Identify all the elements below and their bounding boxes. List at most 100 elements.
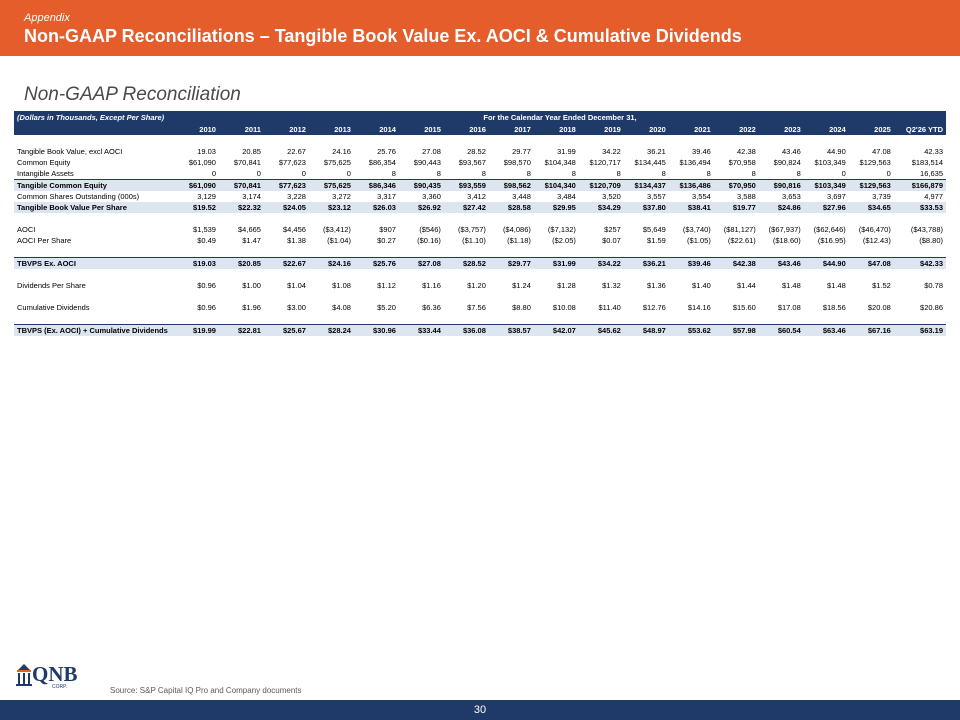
table-cell: $23.12	[308, 202, 354, 213]
table-cell: $34.29	[578, 202, 624, 213]
table-row: Common Equity $61,090 $70,841 $77,623 $75,62…	[14, 157, 946, 168]
table-cell: $134,437	[623, 179, 669, 191]
table-cell: 42.38	[737, 147, 756, 156]
table-cell: ($3,757)	[457, 225, 486, 234]
table-cell: $19.77	[713, 202, 759, 213]
table-cell: 3,557	[647, 192, 666, 201]
table-cell: $104,348	[544, 158, 576, 167]
table-cell: $22.32	[218, 202, 264, 213]
table-cell: ($81,127)	[723, 225, 756, 234]
table-cell: $103,349	[814, 158, 846, 167]
table-cell: $0.27	[377, 236, 396, 245]
table-cell: $1,539	[193, 225, 216, 234]
table-cell: $34.22	[578, 257, 624, 269]
table-cell: $1.59	[647, 236, 666, 245]
table-cell: 3,412	[467, 192, 486, 201]
column-header: 2013	[308, 123, 354, 135]
table-cell: 36.21	[647, 147, 666, 156]
table-cell: $1.48	[782, 281, 801, 290]
table-cell: $183,514	[911, 158, 943, 167]
table-cell: 27.08	[422, 147, 441, 156]
row-label: Tangible Common Equity	[14, 179, 174, 191]
table-cell: ($43,788)	[910, 225, 943, 234]
table-cell: $136,486	[668, 179, 714, 191]
table-cell: $5,649	[642, 225, 666, 234]
table-cell: $136,494	[679, 158, 711, 167]
table-cell: 3,448	[512, 192, 531, 201]
page-title: Non-GAAP Reconciliations – Tangible Book…	[24, 26, 742, 46]
table-cell: $43.46	[758, 257, 804, 269]
table-cell: ($22.61)	[727, 236, 756, 245]
table-cell: $63.46	[803, 324, 849, 336]
row-label: TBVPS (Ex. AOCI) + Cumulative Dividends	[14, 324, 174, 336]
table-cell: $19.99	[174, 324, 219, 336]
row-label: Tangible Book Value Per Share	[14, 202, 174, 213]
reconciliation-table: (Dollars in Thousands, Except Per Share)…	[14, 111, 946, 336]
table-cell: $1.24	[512, 281, 531, 290]
table-cell: 29.77	[512, 147, 531, 156]
table-cell: $10.08	[552, 303, 576, 312]
table-cell: 0	[841, 169, 846, 178]
table-cell: $1.20	[467, 281, 486, 290]
table-cell: $7.56	[467, 303, 486, 312]
qnb-building-icon	[16, 664, 32, 686]
table-cell: $27.96	[803, 202, 849, 213]
table-cell: $1.38	[287, 236, 306, 245]
spacer-row	[14, 246, 946, 258]
column-header: 2021	[668, 123, 714, 135]
table-cell: 8	[526, 169, 531, 178]
table-cell: $38.41	[668, 202, 714, 213]
table-cell: $67.16	[848, 324, 894, 336]
table-cell: $1.12	[377, 281, 396, 290]
table-cell: 3,697	[826, 192, 846, 201]
spacer-row	[14, 213, 946, 224]
table-cell: $20.08	[867, 303, 891, 312]
table-cell: 8	[391, 169, 396, 178]
table-cell: $26.92	[398, 202, 444, 213]
column-header: 2015	[398, 123, 444, 135]
table-cell: 8	[661, 169, 666, 178]
table-cell: 8	[706, 169, 711, 178]
table-cell: 3,360	[422, 192, 441, 201]
table-cell: $42.38	[713, 257, 759, 269]
table-cell: $36.21	[623, 257, 669, 269]
table-cell: ($46,470)	[858, 225, 891, 234]
table-cell: $1.16	[422, 281, 441, 290]
spacer-row	[14, 291, 946, 302]
table-cell: $93,567	[458, 158, 486, 167]
table-cell: $36.08	[443, 324, 489, 336]
spacer-row	[14, 135, 946, 146]
table-cell: $17.08	[777, 303, 801, 312]
table-cell: $1.04	[287, 281, 306, 290]
table-cell: $31.99	[533, 257, 579, 269]
table-cell: $0.96	[197, 281, 216, 290]
table-cell: $61,090	[174, 179, 219, 191]
table-cell: $20.85	[218, 257, 264, 269]
table-row: AOCI $1,539 $4,665 $4,456 ($3,412) $907 ($546)…	[14, 224, 946, 235]
table-cell: 3,317	[377, 192, 396, 201]
table-cell: 3,228	[287, 192, 306, 201]
table-cell: 42.33	[924, 147, 943, 156]
table-cell: $1.47	[242, 236, 261, 245]
table-cell: ($16.95)	[817, 236, 846, 245]
table-cell: 20.85	[242, 147, 261, 156]
table-cell: 8	[751, 169, 756, 178]
table-cell: 3,739	[872, 192, 891, 201]
table-row: Cumulative Dividends $0.96 $1.96 $3.00 $4.08…	[14, 302, 946, 313]
table-cell: ($3,740)	[682, 225, 711, 234]
column-header: 2019	[578, 123, 624, 135]
table-cell: $1.52	[872, 281, 891, 290]
column-header: 2014	[353, 123, 399, 135]
table-cell: 24.16	[332, 147, 351, 156]
table-cell: $1.36	[647, 281, 666, 290]
row-label: Dividends Per Share	[17, 281, 86, 290]
units-label: (Dollars in Thousands, Except Per Share)	[14, 111, 174, 123]
table-cell: $5.20	[377, 303, 396, 312]
table-cell: $30.96	[353, 324, 399, 336]
table-cell: $257	[604, 225, 621, 234]
column-header: 2024	[803, 123, 849, 135]
table-cell: $39.46	[668, 257, 714, 269]
table-cell: $57.98	[713, 324, 759, 336]
table-cell: $75,625	[323, 158, 351, 167]
table-cell: 3,520	[602, 192, 621, 201]
